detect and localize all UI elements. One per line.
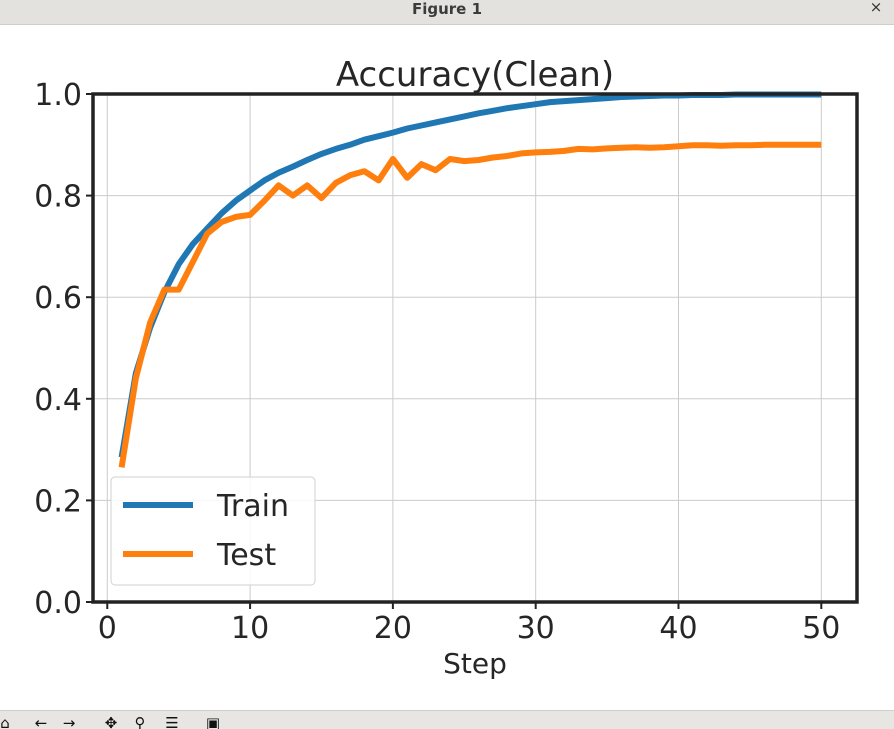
series-layer <box>118 91 822 468</box>
forward-arrow-icon[interactable]: → <box>62 714 76 729</box>
close-icon[interactable]: × <box>869 0 883 16</box>
y-tick-label: 0.8 <box>34 180 82 215</box>
back-arrow-icon[interactable]: ← <box>34 714 48 729</box>
window-title: Figure 1 <box>411 0 483 18</box>
legend: Train Test <box>110 476 316 586</box>
y-tick-label: 0.6 <box>34 281 82 316</box>
navigation-toolbar: ⌂ ← → ✥ ⚲ ☰ ▣ <box>0 710 894 729</box>
y-tick-label: 1.0 <box>34 78 82 113</box>
configure-subplots-icon[interactable]: ☰ <box>165 714 179 729</box>
plot-canvas: 0 10 20 30 40 50 0.0 0.2 0.4 0.6 0.8 1.0 Accuracy(… <box>0 25 894 710</box>
zoom-icon[interactable]: ⚲ <box>134 714 146 729</box>
pan-icon[interactable]: ✥ <box>104 714 118 729</box>
x-axis-label: Step <box>443 647 507 680</box>
x-tick-label: 10 <box>231 611 269 646</box>
window-titlebar: Figure 1 × <box>0 0 894 25</box>
axes-frame <box>91 92 859 604</box>
legend-label-test: Test <box>216 538 276 573</box>
y-tick-label: 0.0 <box>34 586 82 621</box>
chart-title: Accuracy(Clean) <box>336 55 614 95</box>
x-tick-label: 0 <box>98 611 117 646</box>
x-axis: 0 10 20 30 40 50 <box>98 602 840 646</box>
accuracy-chart: 0 10 20 30 40 50 0.0 0.2 0.4 0.6 0.8 1.0 Accuracy(… <box>34 55 859 680</box>
series-line-train <box>118 91 822 458</box>
y-tick-label: 0.4 <box>34 383 82 418</box>
x-tick-label: 50 <box>802 611 840 646</box>
series-line-test <box>118 141 822 468</box>
x-tick-label: 30 <box>517 611 555 646</box>
x-tick-label: 20 <box>374 611 412 646</box>
y-tick-label: 0.2 <box>34 484 82 519</box>
save-icon[interactable]: ▣ <box>205 714 221 729</box>
legend-label-train: Train <box>216 489 289 524</box>
x-tick-label: 40 <box>659 611 697 646</box>
home-icon[interactable]: ⌂ <box>0 714 10 729</box>
y-axis: 0.0 0.2 0.4 0.6 0.8 1.0 <box>34 78 93 621</box>
